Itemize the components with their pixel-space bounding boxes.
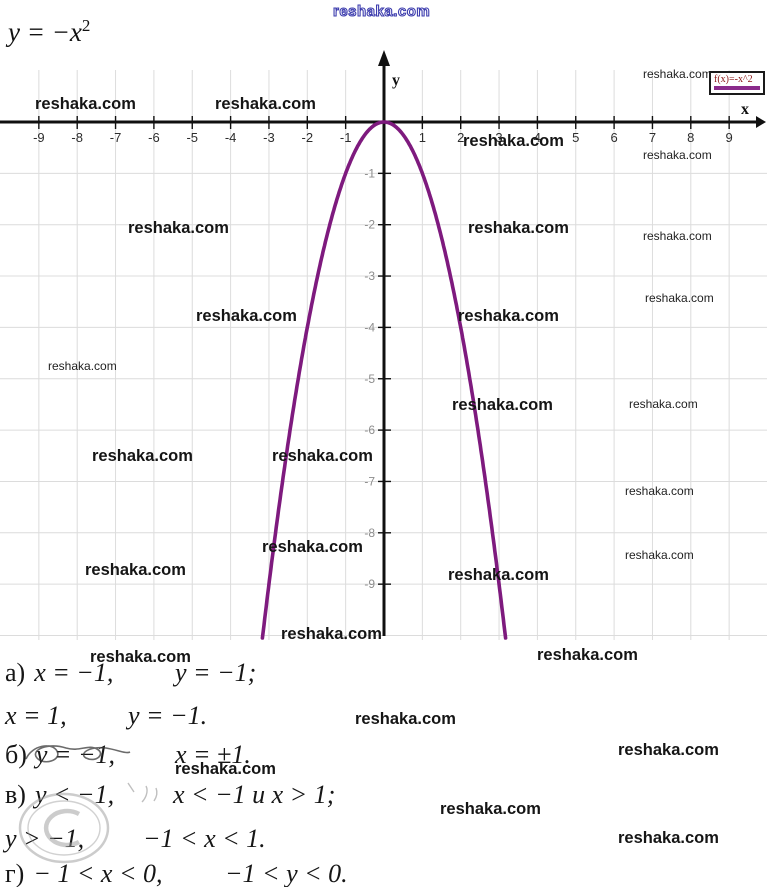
x-tick-label: -1 xyxy=(340,130,352,145)
solution-left: y > −1, xyxy=(5,824,85,853)
watermark: reshaka.com xyxy=(452,396,553,414)
x-tick-label: 3 xyxy=(495,130,502,145)
x-axis-arrow xyxy=(756,116,766,128)
x-tick-label: -7 xyxy=(110,130,122,145)
solution-left: − 1 < x < 0, xyxy=(33,859,163,887)
watermark: reshaka.com xyxy=(272,447,373,465)
watermark: reshaka.com xyxy=(625,484,694,498)
watermark: reshaka.com xyxy=(618,741,719,759)
x-tick-label: -9 xyxy=(33,130,45,145)
watermark: reshaka.com xyxy=(85,561,186,579)
watermark: reshaka.com xyxy=(643,148,712,162)
watermark: reshaka.com xyxy=(463,132,564,150)
solution-right: x < −1 и x > 1; xyxy=(173,780,336,809)
function-graph: -9 -8 -7 -6 -5 -4 -3 -2 -1 1 2 3 4 5 6 7 8 9 -1 -2 -3 -4 -5 -6 -… xyxy=(0,50,767,640)
y-tick-label: -7 xyxy=(364,474,375,488)
solution-right: y = −1; xyxy=(175,658,257,687)
x-axis-label: x xyxy=(741,101,749,118)
watermark: reshaka.com xyxy=(355,710,456,728)
item-letter: б) xyxy=(5,740,27,769)
watermark: reshaka.com xyxy=(92,447,193,465)
y-tick-label: -6 xyxy=(364,423,375,437)
x-tick-label: 4 xyxy=(534,130,541,145)
x-tick-label: -6 xyxy=(148,130,160,145)
watermark: reshaka.com xyxy=(48,359,117,373)
y-axis-arrow xyxy=(378,50,390,66)
watermark: reshaka.com xyxy=(196,307,297,325)
item-letter: в) xyxy=(5,780,26,809)
x-tick-label: 1 xyxy=(419,130,426,145)
item-letter: а) xyxy=(5,658,26,687)
watermark: reshaka.com xyxy=(643,229,712,243)
solution-line-a2: x = 1, y = −1. xyxy=(5,701,705,735)
y-tick-label: -2 xyxy=(364,218,375,232)
solution-line-a: а) x = −1, y = −1; xyxy=(5,658,705,692)
x-tick-label: -8 xyxy=(71,130,83,145)
watermark: reshaka.com xyxy=(90,648,191,666)
x-tick-label: 8 xyxy=(687,130,694,145)
watermark: reshaka.com xyxy=(458,307,559,325)
x-tick-label: -3 xyxy=(263,130,275,145)
watermark: reshaka.com xyxy=(128,219,229,237)
solution-left: x = −1, xyxy=(34,658,114,687)
item-letter: г) xyxy=(5,859,25,887)
x-tick-label: 2 xyxy=(457,130,464,145)
watermark: reshaka.com xyxy=(332,2,431,20)
solution-line-v2: y > −1, −1 < x < 1. xyxy=(5,824,705,858)
solution-line-v: в) y < −1, x < −1 и x > 1; xyxy=(5,780,705,814)
y-axis-label: y xyxy=(392,72,400,89)
y-tick-label: -3 xyxy=(364,269,375,283)
watermark: reshaka.com xyxy=(643,67,712,81)
watermark: reshaka.com xyxy=(175,760,276,778)
watermark: reshaka.com xyxy=(448,566,549,584)
legend-line-swatch xyxy=(714,86,760,90)
equation-title: y = −x2 xyxy=(8,16,91,47)
watermark: reshaka.com xyxy=(618,829,719,847)
solution-right: y = −1. xyxy=(128,701,208,730)
y-tick-label: -5 xyxy=(364,372,375,386)
solution-right: x = ±1. xyxy=(175,740,251,769)
watermark: reshaka.com xyxy=(262,538,363,556)
y-tick-label: -9 xyxy=(364,577,375,591)
watermark: reshaka.com xyxy=(625,548,694,562)
watermark: reshaka.com xyxy=(645,291,714,305)
x-tick-label: 5 xyxy=(572,130,579,145)
solution-line-g: г) − 1 < x < 0, −1 < y < 0. xyxy=(5,859,705,887)
solution-right: −1 < y < 0. xyxy=(225,859,348,887)
x-tick-label: 9 xyxy=(726,130,733,145)
y-tick-label: -4 xyxy=(364,320,375,334)
parabola-curve xyxy=(260,120,508,640)
legend-box: f(x)=-x^2 xyxy=(709,71,765,95)
y-tick-label: -1 xyxy=(364,166,375,180)
watermark: reshaka.com xyxy=(281,625,382,643)
watermark: reshaka.com xyxy=(537,646,638,664)
solution-left: x = 1, xyxy=(5,701,67,730)
x-tick-label: -2 xyxy=(302,130,314,145)
x-tick-label: -5 xyxy=(186,130,198,145)
legend-label: f(x)=-x^2 xyxy=(714,74,753,85)
x-tick-label: -4 xyxy=(225,130,237,145)
x-tick-label: 7 xyxy=(649,130,656,145)
watermark: reshaka.com xyxy=(468,219,569,237)
solution-left: y = −1, xyxy=(35,740,116,769)
watermark: reshaka.com xyxy=(629,397,698,411)
watermark: reshaka.com xyxy=(440,800,541,818)
solution-left: y < −1, xyxy=(34,780,115,809)
y-tick-label: -8 xyxy=(364,526,375,540)
watermark: reshaka.com xyxy=(215,95,316,113)
solution-right: −1 < x < 1. xyxy=(143,824,266,853)
solution-line-b: б) y = −1, x = ±1. xyxy=(5,740,705,774)
x-tick-label: 6 xyxy=(610,130,617,145)
watermark: reshaka.com xyxy=(35,95,136,113)
